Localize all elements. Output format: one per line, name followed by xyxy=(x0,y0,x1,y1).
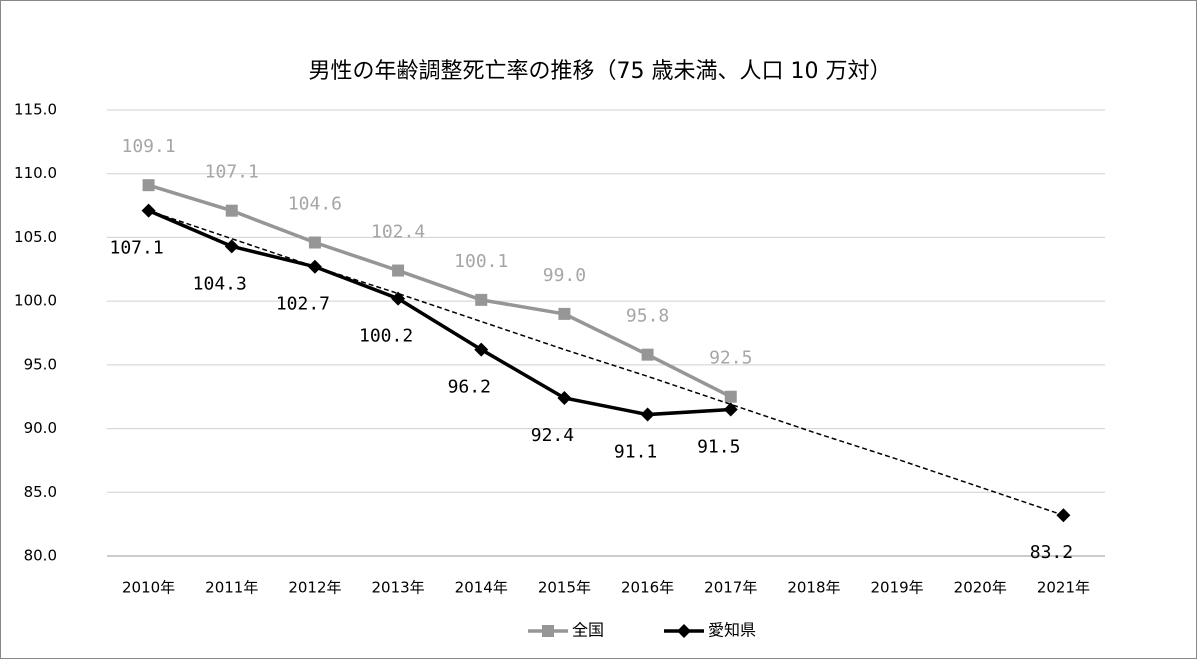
data-label: 107.1 xyxy=(109,238,163,259)
x-tick-label: 2013年 xyxy=(371,579,424,597)
point xyxy=(724,390,737,403)
point xyxy=(557,390,572,405)
data-label: 99.0 xyxy=(543,265,586,286)
y-tick-label: 105.0 xyxy=(14,228,57,246)
x-tick-label: 2014年 xyxy=(455,579,508,597)
data-label: 107.1 xyxy=(205,162,259,183)
chart-title: 男性の年齢調整死亡率の推移（75 歳未満、人口 10 万対） xyxy=(309,59,892,84)
data-label: 100.2 xyxy=(359,326,413,347)
y-tick-label: 90.0 xyxy=(24,419,57,437)
x-tick-label: 2015年 xyxy=(538,579,591,597)
point xyxy=(307,259,322,274)
x-tick-label: 2012年 xyxy=(288,579,341,597)
legend-marker xyxy=(542,625,554,637)
data-label: 91.5 xyxy=(697,436,740,457)
point xyxy=(392,264,405,277)
data-label: 109.1 xyxy=(121,136,175,157)
y-tick-label: 100.0 xyxy=(14,292,57,310)
point xyxy=(475,293,488,306)
legend-label: 愛知県 xyxy=(708,621,756,640)
data-label: 104.3 xyxy=(193,273,247,294)
x-tick-label: 2020年 xyxy=(954,579,1007,597)
point xyxy=(641,348,654,361)
y-tick-label: 95.0 xyxy=(24,355,57,373)
point xyxy=(474,342,489,357)
y-tick-label: 80.0 xyxy=(24,547,57,565)
data-label: 102.7 xyxy=(276,294,330,315)
data-label: 92.4 xyxy=(531,425,574,446)
data-label: 100.1 xyxy=(454,251,508,272)
x-tick-label: 2017年 xyxy=(704,579,757,597)
data-label: 96.2 xyxy=(448,377,491,398)
data-label: 92.5 xyxy=(709,348,752,369)
point xyxy=(224,239,239,254)
data-label: 104.6 xyxy=(288,194,342,215)
legend-label: 全国 xyxy=(572,621,604,640)
data-label: 83.2 xyxy=(1030,542,1073,563)
x-tick-label: 2016年 xyxy=(621,579,674,597)
trend-line xyxy=(148,209,1064,516)
x-tick-label: 2010年 xyxy=(122,579,175,597)
point xyxy=(308,236,321,249)
point xyxy=(640,407,655,422)
y-tick-label: 110.0 xyxy=(14,164,57,182)
y-tick-label: 85.0 xyxy=(24,483,57,501)
x-tick-label: 2019年 xyxy=(870,579,923,597)
point xyxy=(142,179,155,192)
x-tick-label: 2011年 xyxy=(205,579,258,597)
series-line xyxy=(148,183,732,399)
point xyxy=(558,307,571,320)
data-label: 95.8 xyxy=(626,306,669,327)
data-label: 91.1 xyxy=(614,442,657,463)
y-tick-label: 115.0 xyxy=(14,101,57,119)
legend-marker xyxy=(677,624,691,638)
x-tick-label: 2021年 xyxy=(1037,579,1090,597)
data-label: 102.4 xyxy=(371,222,425,243)
x-tick-label: 2018年 xyxy=(787,579,840,597)
point xyxy=(225,204,238,217)
